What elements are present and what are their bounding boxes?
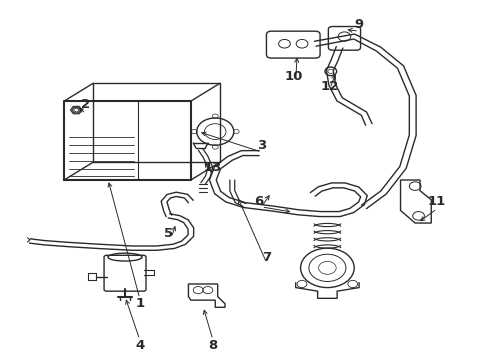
Text: 6: 6 xyxy=(254,195,263,208)
Text: 13: 13 xyxy=(203,161,222,174)
Text: 10: 10 xyxy=(284,69,302,82)
Text: 8: 8 xyxy=(208,339,217,352)
Text: 4: 4 xyxy=(135,339,144,352)
Text: 1: 1 xyxy=(135,297,144,310)
Text: 11: 11 xyxy=(427,195,446,208)
Text: 12: 12 xyxy=(320,80,338,93)
Text: 3: 3 xyxy=(256,139,265,152)
Text: 2: 2 xyxy=(81,98,90,111)
Text: 9: 9 xyxy=(354,18,363,31)
Text: 7: 7 xyxy=(262,251,270,264)
Text: 5: 5 xyxy=(164,227,173,240)
